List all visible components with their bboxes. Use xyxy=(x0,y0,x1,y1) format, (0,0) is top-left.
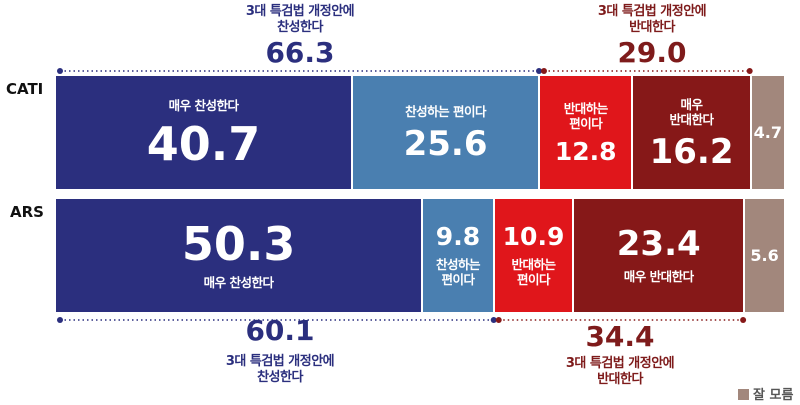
bar-value-label: 4.7 xyxy=(753,122,782,142)
legend-label-dont-know: 잘 모름 xyxy=(753,388,794,403)
bar-category-label: 매우 찬성한다 xyxy=(203,275,274,290)
cati-oppose-caption: 3대 특검법 개정안에 반대한다 xyxy=(597,4,707,35)
bar-segment-ars-1: 매우 찬성한다 50.3 xyxy=(56,199,422,312)
cati-agree-caption: 3대 특검법 개정안에 찬성한다 xyxy=(245,4,355,35)
ars-oppose-total: 34.4 xyxy=(585,320,655,353)
ars-agree-bracket-dot-1 xyxy=(57,317,63,323)
bar-segment-cati-2: 찬성하는 편이다 25.6 xyxy=(353,76,538,189)
bar-segment-ars-2: 찬성하는 편이다 9.8 xyxy=(423,199,493,312)
legend: 잘 모름 xyxy=(738,384,793,403)
cati-agree-total: 66.3 xyxy=(265,36,335,69)
cati-oppose-bracket-dot-2 xyxy=(746,68,753,74)
bar-category-label: 매우 찬성한다 xyxy=(168,98,239,113)
ars-oppose-bracket-dot-2 xyxy=(740,317,747,323)
bar-segment-cati-3: 반대하는 편이다 12.8 xyxy=(539,76,632,189)
bar-segment-cati-5: 4.7 xyxy=(751,76,784,189)
ars-oppose-bracket-dot-1 xyxy=(495,317,502,323)
bar-category-label: 반대하는 편이다 xyxy=(563,101,609,131)
bar-segment-cati-4: 매우 반대한다 16.2 xyxy=(633,76,750,189)
bar-value-label: 5.6 xyxy=(750,245,779,265)
bar-category-label: 반대하는 편이다 xyxy=(511,257,556,287)
bar-segment-cati-1: 매우 찬성한다 40.7 xyxy=(56,76,352,189)
cati-agree-bracket-dot-1 xyxy=(57,68,63,74)
bar-value-label: 12.8 xyxy=(554,137,617,166)
bar-segment-ars-5: 5.6 xyxy=(745,199,784,312)
bar-segment-ars-3: 반대하는 편이다 10.9 xyxy=(494,199,573,312)
cati-oppose-total: 29.0 xyxy=(617,36,687,69)
row-label-cati: CATI xyxy=(6,80,44,98)
bar-value-label: 25.6 xyxy=(403,124,488,164)
bar-value-label: 50.3 xyxy=(181,217,296,271)
ars-agree-total: 60.1 xyxy=(245,314,315,347)
bar-category-label: 찬성하는 편이다 xyxy=(435,257,481,287)
row-label-ars: ARS xyxy=(10,203,44,221)
bar-category-label: 매우 반대한다 xyxy=(623,269,694,284)
legend-swatch-dont-know xyxy=(738,389,749,400)
bar-value-label: 23.4 xyxy=(616,224,701,264)
bar-value-label: 40.7 xyxy=(146,117,261,171)
bar-value-label: 10.9 xyxy=(502,222,565,251)
bar-value-label: 16.2 xyxy=(649,131,734,172)
cati-agree-bracket-dot-2 xyxy=(535,68,542,74)
bar-value-label: 9.8 xyxy=(435,222,481,251)
bar-segment-ars-4: 매우 반대한다 23.4 xyxy=(574,199,744,312)
ars-oppose-caption: 3대 특검법 개정안에 반대한다 xyxy=(565,356,675,387)
ars-agree-caption: 3대 특검법 개정안에 찬성한다 xyxy=(225,354,335,385)
bar-category-label: 매우 반대한다 xyxy=(669,96,715,127)
ars-agree-bracket-dot-2 xyxy=(490,317,497,323)
bar-category-label: 찬성하는 편이다 xyxy=(405,104,486,119)
cati-oppose-bracket-dot-1 xyxy=(540,68,547,74)
